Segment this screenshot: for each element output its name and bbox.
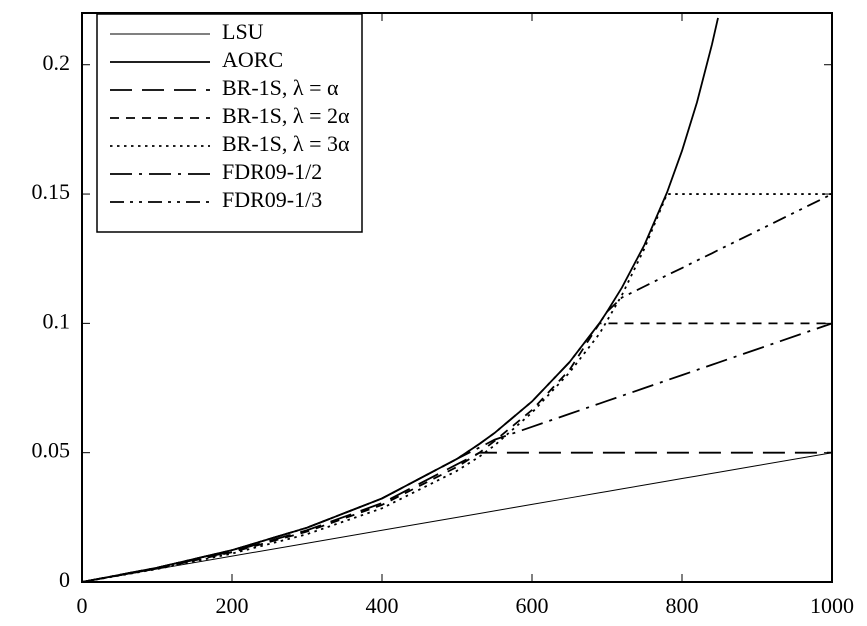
y-tick-label: 0 <box>59 567 70 592</box>
legend-label: FDR09-1/3 <box>222 187 322 212</box>
y-tick-label: 0.2 <box>43 50 71 75</box>
x-tick-label: 800 <box>666 593 699 618</box>
x-tick-label: 1000 <box>810 593 854 618</box>
legend-label: AORC <box>222 47 283 72</box>
legend-label: BR-1S, λ = α <box>222 75 339 100</box>
x-tick-label: 200 <box>216 593 249 618</box>
x-tick-label: 400 <box>366 593 399 618</box>
legend-label: LSU <box>222 19 264 44</box>
y-tick-label: 0.05 <box>32 438 71 463</box>
series-line <box>82 322 832 582</box>
plot-frame <box>81 12 833 583</box>
legend-label: FDR09-1/2 <box>222 159 322 184</box>
y-tick-label: 0.15 <box>32 179 71 204</box>
legend-box <box>96 13 363 233</box>
legend-label: BR-1S, λ = 2α <box>222 103 350 128</box>
series-line <box>82 451 832 582</box>
series-line <box>82 322 832 582</box>
legend-label: BR-1S, λ = 3α <box>222 131 350 156</box>
x-tick-label: 0 <box>77 593 88 618</box>
y-tick-label: 0.1 <box>43 308 71 333</box>
series-line <box>82 193 832 582</box>
series-line <box>82 452 832 582</box>
x-tick-label: 600 <box>516 593 549 618</box>
series-line <box>82 193 832 582</box>
